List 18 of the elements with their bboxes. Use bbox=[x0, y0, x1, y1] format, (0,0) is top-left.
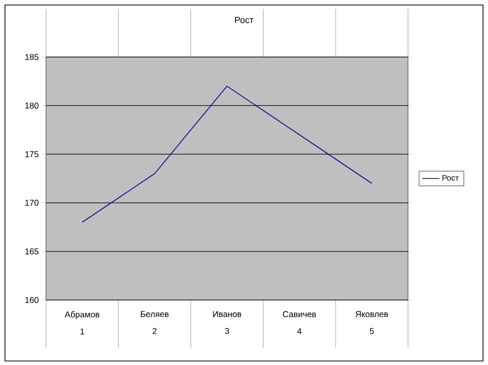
line-series bbox=[82, 86, 372, 223]
y-tick-label: 165 bbox=[25, 248, 38, 254]
text: 4 bbox=[297, 328, 302, 334]
x-tick-label: Иванов bbox=[213, 311, 242, 318]
text: 3 bbox=[224, 328, 229, 334]
y-tick-label: 185 bbox=[25, 54, 38, 60]
x-tick-label: Беляев bbox=[140, 311, 169, 318]
chart-title: Рост bbox=[235, 16, 254, 24]
x-tick-label: Абрамов bbox=[64, 311, 100, 320]
text: 1 bbox=[80, 328, 84, 334]
text: 5 bbox=[370, 328, 374, 334]
text: 2 bbox=[152, 328, 157, 334]
y-tick-label: 175 bbox=[25, 151, 38, 158]
y-tick-label: 180 bbox=[25, 102, 38, 109]
y-tick-label: 170 bbox=[25, 200, 38, 206]
x-tick-label: Савичев bbox=[282, 311, 316, 318]
y-tick-label: 160 bbox=[25, 297, 38, 303]
x-tick-label: Яковлев bbox=[356, 311, 388, 318]
